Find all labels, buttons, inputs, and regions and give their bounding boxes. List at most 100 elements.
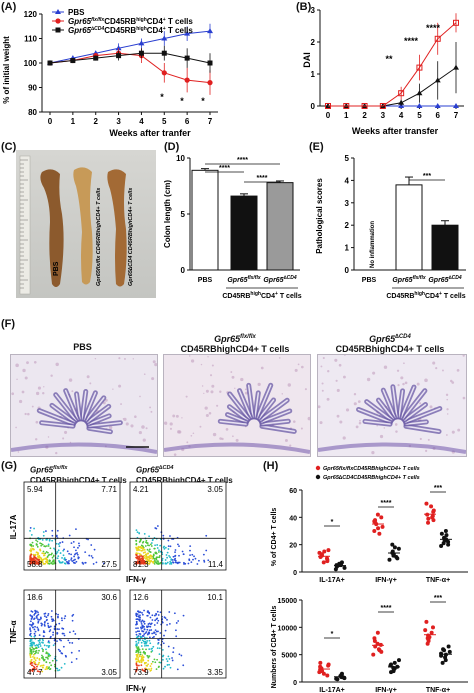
flow-event bbox=[38, 670, 41, 673]
panel-a-legend: PBS Gpr65flx/flxCD45RBhighCD4+ T cells G… bbox=[52, 8, 193, 35]
flow-event bbox=[157, 563, 159, 565]
flow-event bbox=[63, 617, 66, 620]
flow-event bbox=[71, 560, 74, 563]
flow-event bbox=[138, 553, 141, 555]
flow-event bbox=[156, 647, 159, 650]
x-tick-label: 5 bbox=[417, 111, 422, 120]
data-point bbox=[377, 648, 382, 653]
y-tick-label: 3 bbox=[345, 199, 350, 208]
flow-event bbox=[137, 627, 139, 630]
legend-cd4: Gpr65∆CD4CD45RBhighCD4+ T cells bbox=[68, 26, 193, 35]
tissue-speck bbox=[293, 420, 296, 423]
flow-event bbox=[48, 626, 51, 629]
flow-event bbox=[142, 659, 145, 662]
flow-event bbox=[73, 555, 75, 558]
y-tick-label: 5 bbox=[345, 154, 350, 163]
x-tick-label: 6 bbox=[185, 117, 190, 126]
flow-event bbox=[35, 557, 38, 560]
flow-event bbox=[144, 545, 147, 547]
flow-event bbox=[30, 644, 33, 646]
flow-event bbox=[45, 545, 48, 547]
tissue-speck bbox=[134, 415, 137, 418]
flow-event bbox=[196, 563, 199, 565]
flow-event bbox=[161, 658, 164, 661]
flow-event bbox=[141, 611, 143, 614]
data-point bbox=[442, 648, 447, 653]
flow-event bbox=[143, 622, 146, 625]
flow-event bbox=[157, 638, 160, 641]
flow-event bbox=[49, 654, 52, 657]
data-point bbox=[375, 641, 380, 646]
flow-event bbox=[74, 633, 77, 635]
flow-event bbox=[29, 653, 32, 656]
flow-event bbox=[29, 623, 31, 626]
flow-event bbox=[137, 547, 139, 550]
flow-event bbox=[150, 667, 153, 670]
tissue-speck bbox=[130, 424, 134, 428]
flow-event bbox=[35, 668, 38, 670]
tissue-speck bbox=[394, 423, 398, 426]
flow-event bbox=[203, 559, 205, 562]
flow-event bbox=[146, 556, 149, 558]
flow-event bbox=[169, 556, 171, 559]
panel-e-x1: PBS bbox=[362, 277, 377, 284]
flow-event bbox=[182, 614, 185, 617]
tissue-speck bbox=[446, 413, 449, 415]
flow-event bbox=[139, 633, 142, 635]
panel-label-d: (D) bbox=[164, 141, 180, 153]
flow-event bbox=[52, 555, 55, 558]
flow-event bbox=[70, 542, 73, 545]
flow-event bbox=[155, 613, 158, 616]
tissue-speck bbox=[359, 419, 361, 422]
flow-event bbox=[166, 551, 169, 554]
flow-event bbox=[188, 558, 191, 561]
flow-event bbox=[58, 628, 60, 631]
flow-event bbox=[42, 630, 45, 632]
tissue-speck bbox=[200, 363, 203, 366]
flow-event bbox=[182, 664, 185, 667]
flow-event bbox=[169, 666, 172, 669]
flow-event bbox=[49, 547, 52, 550]
tissue-speck bbox=[175, 414, 179, 418]
tissue-speck bbox=[190, 434, 193, 437]
flow-event bbox=[135, 618, 138, 621]
data-point-triangle bbox=[161, 35, 168, 41]
flow-event bbox=[30, 553, 33, 556]
crypt-lumen bbox=[403, 403, 427, 421]
data-point bbox=[423, 628, 428, 633]
flow-event bbox=[90, 555, 93, 557]
data-point-square bbox=[47, 60, 53, 66]
crypt-lumen bbox=[364, 420, 391, 425]
tissue-speck bbox=[446, 408, 449, 411]
flow-plot-frame bbox=[129, 589, 227, 679]
x-tick-label: 6 bbox=[435, 111, 440, 120]
flow-event bbox=[46, 561, 49, 564]
tissue-speck bbox=[169, 422, 173, 426]
flow-event bbox=[92, 563, 95, 565]
flow-event bbox=[32, 553, 35, 556]
flow-event bbox=[159, 544, 162, 547]
tissue-speck bbox=[204, 406, 208, 410]
flow-event bbox=[152, 645, 155, 648]
flow-event bbox=[46, 665, 48, 668]
tissue-speck bbox=[244, 388, 247, 391]
flow-event bbox=[41, 666, 44, 669]
flow-event bbox=[189, 554, 191, 557]
category-label: IL-17A+ bbox=[319, 577, 344, 584]
tissue-speck bbox=[219, 437, 222, 440]
data-point-square bbox=[138, 50, 144, 56]
tissue-speck bbox=[189, 355, 191, 357]
bar bbox=[395, 184, 423, 271]
flow-event bbox=[43, 545, 46, 548]
flow-event bbox=[39, 542, 42, 545]
flow-event bbox=[143, 532, 146, 535]
flow-event bbox=[149, 616, 152, 619]
flow-event bbox=[147, 552, 150, 555]
panel-e-ylabel: Pathological scores bbox=[315, 178, 324, 254]
flow-event bbox=[148, 562, 151, 565]
flow-event bbox=[51, 539, 54, 542]
flow-event bbox=[33, 635, 36, 638]
x-tick-label: 1 bbox=[344, 111, 349, 120]
data-point bbox=[431, 509, 436, 514]
tissue-speck bbox=[172, 414, 176, 418]
